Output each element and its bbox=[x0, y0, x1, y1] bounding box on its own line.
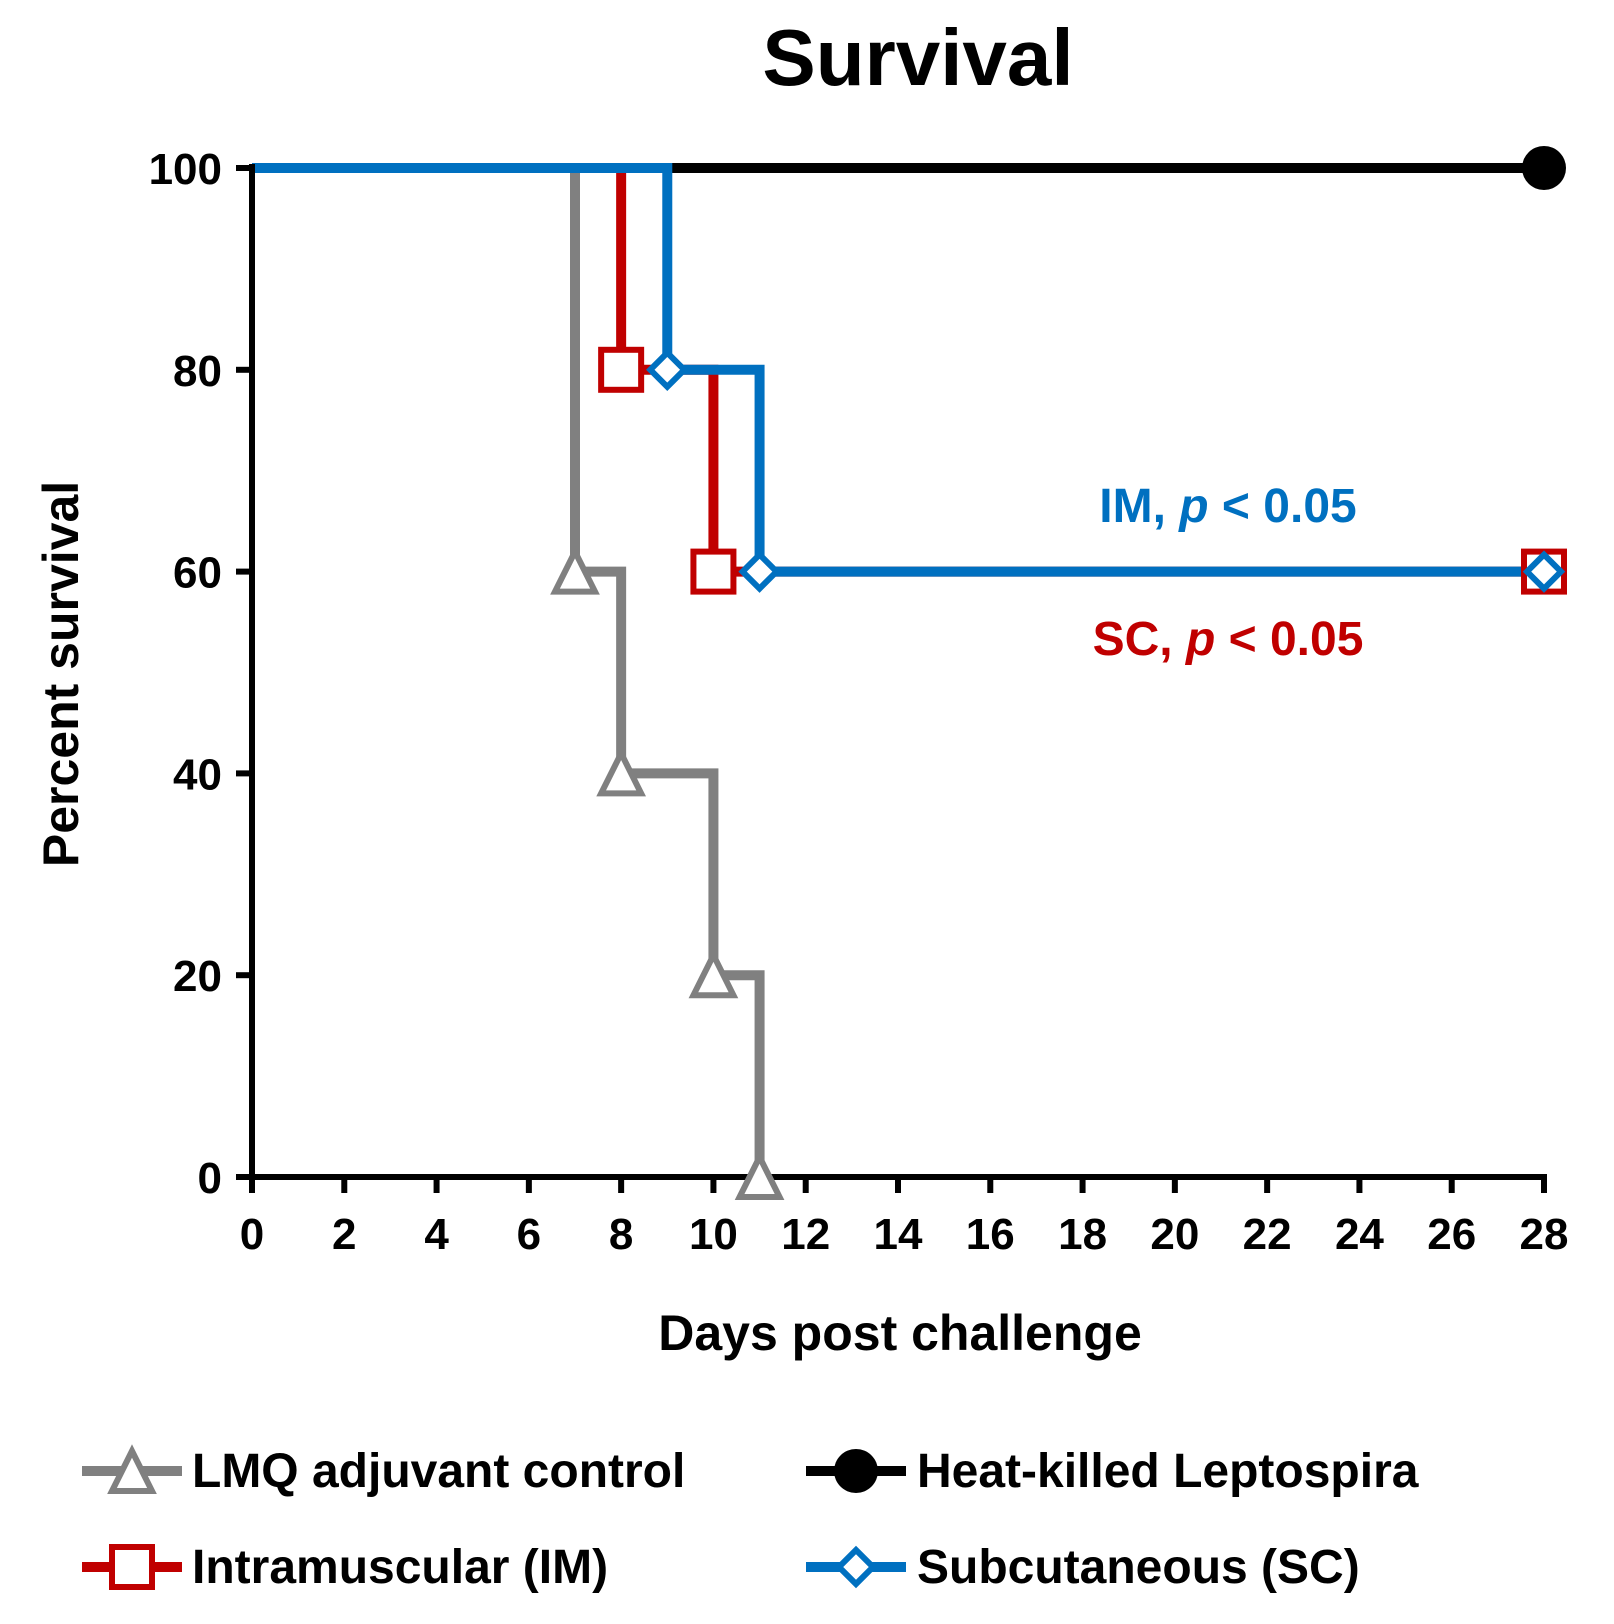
y-tick-label: 20 bbox=[173, 952, 222, 1001]
legend-label: Heat-killed Leptospira bbox=[917, 1445, 1419, 1498]
legend-swatch bbox=[82, 1444, 182, 1494]
x-tick-label: 8 bbox=[609, 1210, 633, 1259]
y-tick-label: 0 bbox=[198, 1154, 222, 1203]
data-point-lmq-adjuvant-control bbox=[688, 948, 739, 999]
x-tick-label: 10 bbox=[689, 1210, 738, 1259]
legend-item-lmq-adjuvant-control: LMQ adjuvant control bbox=[82, 1444, 685, 1498]
x-tick-label: 12 bbox=[781, 1210, 830, 1259]
x-tick-label: 26 bbox=[1427, 1210, 1476, 1259]
series-line-lmq-adjuvant-control bbox=[252, 163, 765, 1177]
data-point-lmq-adjuvant-control bbox=[550, 544, 600, 595]
legend-swatch-marker bbox=[107, 1444, 157, 1494]
x-tick-label: 18 bbox=[1058, 1210, 1107, 1259]
data-point-lmq-adjuvant-control bbox=[596, 746, 646, 797]
annotation-suffix: < 0.05 bbox=[1215, 613, 1363, 666]
annotation-italic: p bbox=[1177, 480, 1208, 533]
legend-item-subcutaneous: Subcutaneous (SC) bbox=[806, 1541, 1360, 1594]
x-axis-label: Days post challenge bbox=[658, 1305, 1142, 1361]
data-point-intramuscular-im bbox=[598, 346, 645, 393]
x-tick-label: 28 bbox=[1520, 1210, 1569, 1259]
y-tick-label: 60 bbox=[173, 549, 222, 598]
legend-label: Subcutaneous (SC) bbox=[917, 1541, 1360, 1594]
data-point-lmq-adjuvant-control bbox=[734, 1150, 785, 1200]
annotation-suffix: < 0.05 bbox=[1209, 480, 1357, 533]
y-tick-label: 80 bbox=[173, 347, 222, 396]
x-tick-label: 20 bbox=[1150, 1210, 1199, 1259]
legend-item-intramuscular: Intramuscular (IM) bbox=[82, 1541, 608, 1594]
legend-swatch-marker bbox=[109, 1544, 155, 1590]
data-point-heat-killed-leptospira bbox=[1522, 146, 1566, 190]
x-tick-label: 2 bbox=[332, 1210, 356, 1259]
legend-item-heat-killed-leptospira: Heat-killed Leptospira bbox=[806, 1445, 1419, 1498]
axes-layer bbox=[249, 164, 1547, 1180]
series-layer bbox=[252, 163, 1544, 1177]
annotation-italic: p bbox=[1184, 613, 1215, 666]
annotation-prefix: SC, bbox=[1093, 613, 1186, 666]
data-point-subcutaneous-sc bbox=[646, 348, 689, 392]
markers-layer bbox=[550, 146, 1567, 1200]
x-tick-label: 14 bbox=[874, 1210, 923, 1259]
sc-significance-annotation: SC, p < 0.05 bbox=[1093, 613, 1364, 666]
legend: LMQ adjuvant control Heat-killed Leptosp… bbox=[82, 1444, 1419, 1594]
legend-swatch bbox=[806, 1545, 906, 1589]
x-tick-label: 4 bbox=[424, 1210, 449, 1259]
x-tick-label: 22 bbox=[1243, 1210, 1292, 1259]
data-point-intramuscular-im bbox=[690, 548, 737, 595]
data-point-subcutaneous-sc bbox=[1522, 550, 1566, 593]
legend-swatch-marker bbox=[834, 1449, 878, 1493]
x-tick-label: 24 bbox=[1335, 1210, 1384, 1259]
legend-label: LMQ adjuvant control bbox=[192, 1445, 685, 1498]
im-significance-annotation: IM, p < 0.05 bbox=[1099, 480, 1356, 533]
y-tick-label: 100 bbox=[149, 145, 222, 194]
x-tick-label: 16 bbox=[966, 1210, 1015, 1259]
chart-title: Survival bbox=[762, 13, 1073, 102]
x-tick-label: 6 bbox=[517, 1210, 541, 1259]
legend-swatch-marker bbox=[834, 1545, 878, 1589]
legend-swatch bbox=[82, 1544, 182, 1590]
annotation-prefix: IM, bbox=[1099, 480, 1179, 533]
data-point-subcutaneous-sc bbox=[738, 550, 781, 593]
series-line-subcutaneous-sc bbox=[252, 163, 1544, 577]
y-axis-label: Percent survival bbox=[33, 481, 89, 867]
legend-label: Intramuscular (IM) bbox=[192, 1541, 608, 1594]
x-tick-label: 0 bbox=[240, 1210, 264, 1259]
y-tick-label: 40 bbox=[173, 750, 222, 799]
legend-swatch bbox=[806, 1449, 906, 1493]
